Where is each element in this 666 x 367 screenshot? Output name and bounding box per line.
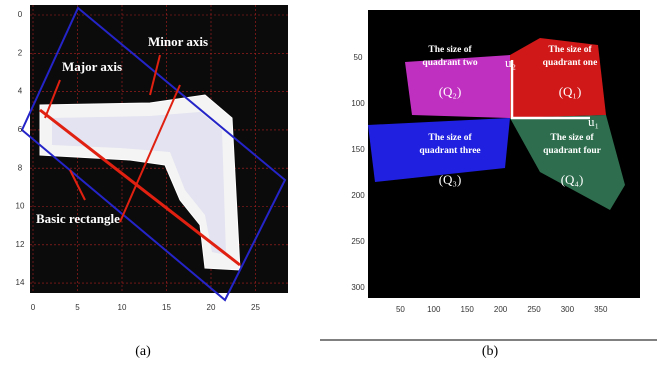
annotation: Major axis [62, 59, 122, 74]
y-tick-label: 200 [351, 191, 365, 200]
x-tick-label: 300 [561, 305, 575, 314]
x-tick-label: 25 [251, 303, 260, 312]
quadrant-text: The size of [428, 45, 472, 55]
y-tick-label: 250 [351, 237, 365, 246]
quadrant-label: (Q₂) [439, 84, 462, 99]
figure: Major axis Minor axis Basic rectangle (a… [0, 0, 666, 367]
y-tick-label: 4 [18, 87, 23, 96]
y-tick-label: 8 [18, 163, 23, 172]
y-tick-label: 12 [16, 240, 25, 249]
x-tick-label: 100 [427, 305, 441, 314]
annotation: Basic rectangle [36, 211, 120, 226]
x-tick-label: 50 [396, 305, 405, 314]
quadrant-label: (Q₃) [439, 172, 462, 187]
x-tick-label: 150 [461, 305, 475, 314]
quadrant-text: quadrant four [543, 146, 602, 156]
x-tick-label: 200 [494, 305, 508, 314]
annotation: Minor axis [148, 34, 208, 49]
x-tick-label: 5 [75, 303, 80, 312]
quadrant-label: (Q₁) [559, 84, 582, 99]
x-tick-label: 20 [207, 303, 216, 312]
quadrant-text: quadrant one [543, 58, 598, 68]
x-tick-label: 250 [527, 305, 541, 314]
x-tick-label: 0 [31, 303, 36, 312]
axis-label: u₂ [505, 55, 516, 70]
y-tick-label: 2 [18, 48, 23, 57]
y-tick-label: 150 [351, 145, 365, 154]
quadrant-text: The size of [548, 45, 592, 55]
y-tick-label: 6 [18, 125, 23, 134]
y-tick-label: 0 [18, 10, 23, 19]
axis-label: u₁ [588, 114, 599, 129]
quadrant-text: The size of [550, 133, 594, 143]
quadrant-text: quadrant three [419, 146, 480, 156]
y-tick-label: 10 [16, 202, 25, 211]
y-tick-label: 300 [351, 283, 365, 292]
quadrant-text: quadrant two [422, 58, 477, 68]
y-tick-label: 50 [354, 53, 363, 62]
y-tick-label: 14 [16, 278, 25, 287]
x-tick-label: 10 [118, 303, 127, 312]
x-tick-label: 350 [594, 305, 608, 314]
quadrant-text: The size of [428, 133, 472, 143]
x-tick-label: 15 [162, 303, 171, 312]
caption: (b) [482, 344, 499, 359]
quadrant-label: (Q₄) [561, 172, 584, 187]
caption: (a) [135, 344, 151, 359]
y-tick-label: 100 [351, 99, 365, 108]
